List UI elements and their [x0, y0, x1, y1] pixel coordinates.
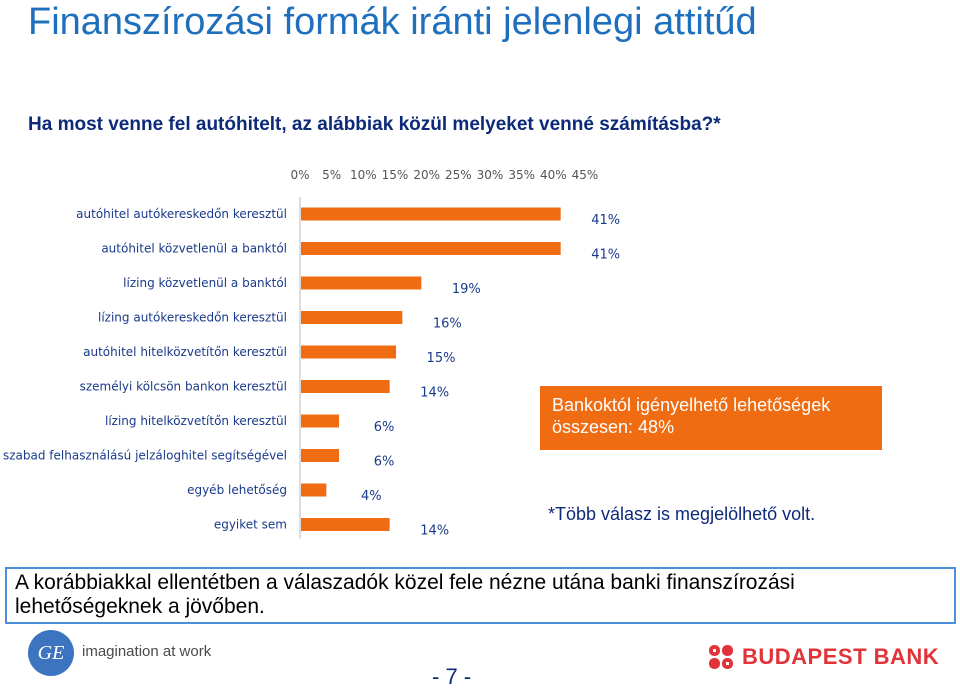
- x-tick-label: 30%: [477, 168, 504, 182]
- bar-value-label: 41%: [591, 248, 620, 263]
- category-label: lízing autókereskedőn keresztül: [98, 311, 287, 325]
- x-tick-label: 0%: [290, 168, 309, 182]
- bar-value-label: 16%: [433, 317, 462, 332]
- x-tick-label: 15%: [382, 168, 409, 182]
- category-label: személyi kölcsön bankon keresztül: [80, 380, 287, 394]
- bar-value-label: 15%: [427, 351, 456, 366]
- category-label: egyéb lehetőség: [187, 483, 287, 497]
- ge-logo-text: GE: [37, 642, 65, 664]
- bar-value-label: 19%: [452, 282, 481, 297]
- budapest-bank-logo: BUDAPEST BANK: [708, 642, 939, 672]
- x-tick-label: 25%: [445, 168, 472, 182]
- horizontal-bar-chart: 0% 5% 10% 15% 20% 25% 30% 35% 40% 45% autóhitel au…: [3, 168, 620, 539]
- bar-value-label: 6%: [374, 420, 395, 435]
- bar: [301, 207, 561, 221]
- survey-question: Ha most venne fel autóhitelt, az alábbia…: [28, 114, 721, 135]
- bar: [301, 311, 403, 324]
- category-label: szabad felhasználású jelzáloghitel segít…: [3, 449, 287, 463]
- x-tick-label: 5%: [322, 168, 341, 182]
- bar-value-label: 6%: [374, 455, 395, 470]
- bank-name: BUDAPEST BANK: [742, 644, 940, 669]
- x-tick-label: 10%: [350, 168, 377, 182]
- x-tick-label: 45%: [572, 168, 599, 182]
- category-label: lízing hitelközvetítőn keresztül: [105, 414, 287, 428]
- ge-logo-icon: GE: [28, 630, 74, 676]
- category-label: egyiket sem: [214, 518, 287, 532]
- category-label: autóhitel hitelközvetítőn keresztül: [83, 345, 287, 359]
- multiple-answer-note: *Több válasz is megjelölhető volt.: [548, 504, 816, 524]
- category-label: lízing közvetlenül a banktól: [123, 276, 287, 290]
- bar: [301, 276, 422, 290]
- bar: [301, 345, 396, 359]
- bar: [301, 518, 390, 531]
- bar-value-label: 41%: [591, 213, 620, 228]
- x-tick-label: 35%: [508, 168, 535, 182]
- bar: [301, 242, 561, 255]
- bar-value-label: 4%: [361, 489, 382, 504]
- category-label: autóhitel közvetlenül a banktól: [101, 242, 287, 256]
- bar: [301, 380, 390, 393]
- x-tick-label: 20%: [413, 168, 440, 182]
- page-number: - 7 -: [432, 664, 472, 689]
- ge-tagline: imagination at work: [82, 643, 212, 660]
- category-label: autóhitel autókereskedőn keresztül: [76, 207, 287, 221]
- bank-total-callout: Bankoktól igényelhető lehetőségek összes…: [540, 386, 882, 450]
- budapest-bank-mark-icon: [709, 645, 733, 669]
- bar: [301, 449, 339, 462]
- page-title: Finanszírozási formák iránti jelenlegi a…: [28, 1, 757, 43]
- bar-value-label: 14%: [420, 524, 449, 539]
- bar: [301, 414, 339, 428]
- conclusion-box: A korábbiakkal ellentétben a válaszadók …: [5, 567, 956, 624]
- x-tick-label: 40%: [540, 168, 567, 182]
- bar-value-label: 14%: [420, 386, 449, 401]
- bar: [301, 483, 327, 497]
